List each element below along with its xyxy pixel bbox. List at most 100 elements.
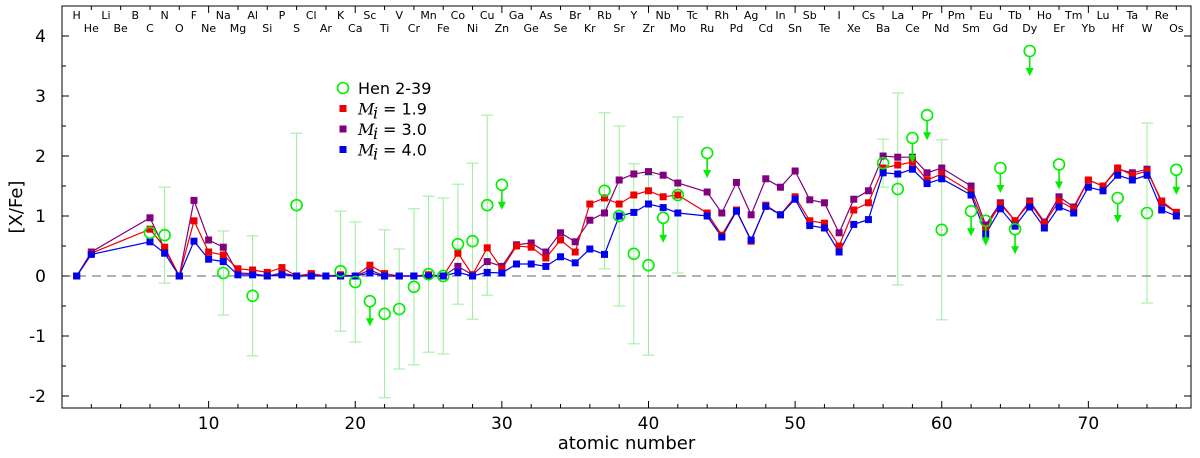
point-m30-z57	[894, 153, 902, 161]
upper-limit-arrow-head-44	[703, 170, 712, 178]
element-label-z61: Pm	[948, 9, 965, 22]
element-label-z16: S	[293, 22, 300, 35]
x-tick-label: 50	[784, 414, 806, 434]
element-label-z74: W	[1142, 22, 1153, 35]
point-m30-z54	[850, 195, 858, 203]
element-label-z32: Ge	[524, 22, 540, 35]
observation-marker-6	[143, 226, 157, 240]
point-m19-z74	[1143, 167, 1151, 175]
point-m19-z72	[1114, 164, 1122, 172]
element-label-z63: Eu	[979, 9, 993, 22]
element-label-z42: Mo	[670, 22, 686, 35]
point-m19-z75	[1158, 197, 1166, 205]
point-m40-z56	[879, 169, 887, 177]
element-label-z58: Ce	[905, 22, 920, 35]
point-m40-z26	[439, 272, 447, 280]
element-label-z19: K	[337, 9, 345, 22]
y-tick-label: 4	[35, 27, 46, 47]
point-m40-z31	[513, 260, 521, 268]
point-m40-z62	[967, 191, 975, 199]
element-label-z14: Si	[262, 22, 272, 35]
observation-marker-22	[378, 307, 391, 321]
element-label-z1: H	[73, 9, 81, 22]
point-m40-z13	[249, 271, 257, 279]
element-label-z3: Li	[101, 9, 110, 22]
element-label-z55: Cs	[862, 9, 876, 22]
point-m30-z33	[542, 248, 550, 256]
point-m40-z45	[718, 233, 726, 241]
element-label-z9: F	[191, 9, 197, 22]
point-m40-z68	[1055, 203, 1063, 211]
point-m40-z27	[454, 268, 462, 276]
point-m30-z34	[557, 229, 565, 237]
legend-marker-m19	[339, 105, 347, 112]
element-label-z43: Tc	[686, 9, 698, 22]
observation-marker-28	[466, 234, 479, 248]
observation-marker-23	[392, 302, 406, 316]
point-m40-z72	[1114, 171, 1122, 179]
observation-marker-21	[363, 294, 377, 308]
point-m40-z44	[703, 212, 711, 220]
point-m19-z12	[234, 265, 242, 273]
element-label-z68: Er	[1053, 22, 1065, 35]
point-m40-z1	[73, 272, 81, 280]
point-m40-z38	[615, 212, 623, 220]
element-labels-layer: H Li B N F Na Al P Cl K Sc V Mn Co Cu Ga As Br Rb Y Nb Tc Rh Ag…	[73, 9, 1184, 35]
point-m19-z9	[190, 217, 198, 225]
observation-marker-27	[451, 237, 465, 251]
series-line-m40	[76, 168, 1177, 278]
point-m30-z59	[923, 169, 931, 177]
point-m19-z6	[146, 225, 154, 233]
point-m40-z40	[644, 200, 652, 208]
point-m30-z36	[586, 216, 594, 224]
point-m19-z71	[1099, 182, 1107, 190]
upper-limit-arrow-head-63	[981, 237, 990, 246]
point-m19-z31	[513, 242, 521, 250]
upper-limit-arrow-head-41	[659, 234, 668, 243]
point-m19-z15	[278, 264, 286, 272]
point-m19-z54	[850, 206, 858, 214]
point-m30-z9	[190, 196, 198, 204]
element-label-z52: Te	[818, 22, 831, 35]
element-label-z21: Sc	[363, 9, 376, 22]
point-m40-z66	[1026, 203, 1034, 211]
point-m19-z13	[249, 266, 257, 274]
point-m40-z58	[908, 165, 916, 173]
point-m40-z37	[601, 250, 609, 258]
observation-marker-58	[906, 131, 919, 145]
point-m40-z34	[557, 253, 565, 261]
point-m19-z34	[557, 236, 565, 244]
point-m30-z41	[659, 171, 667, 179]
point-m40-z53	[835, 248, 843, 256]
element-label-z71: Lu	[1097, 9, 1110, 22]
element-label-z15: P	[279, 9, 286, 22]
element-label-z48: Cd	[758, 22, 773, 35]
error-bars-layer	[158, 92, 1154, 399]
point-m30-z47	[747, 211, 755, 219]
element-label-z34: Se	[554, 22, 568, 35]
legend-label-m40: = 4.0	[383, 141, 427, 160]
observation-marker-56	[876, 156, 890, 170]
element-label-z62: Sm	[962, 22, 980, 35]
observation-marker-41	[656, 211, 670, 225]
legend-label-m30: = 3.0	[383, 120, 427, 139]
point-m19-z27	[454, 249, 462, 257]
y-tick-label: 1	[35, 207, 46, 227]
point-m40-z2	[87, 250, 95, 258]
observation-marker-66	[1023, 44, 1037, 58]
observation-marker-65	[1008, 222, 1022, 236]
point-m40-z10	[205, 255, 213, 263]
point-m40-z51	[806, 222, 814, 230]
element-label-z30: Zn	[495, 22, 510, 35]
element-label-z72: Hf	[1112, 22, 1125, 35]
element-label-z26: Fe	[437, 22, 450, 35]
upper-limit-arrow-head-59	[923, 132, 932, 141]
point-m30-z44	[703, 188, 711, 196]
element-label-z6: C	[146, 22, 154, 35]
element-label-z51: Sb	[803, 9, 817, 22]
observation-marker-16	[290, 198, 303, 212]
element-label-z8: O	[175, 22, 184, 35]
point-m40-z42	[674, 209, 682, 217]
point-m30-z42	[674, 179, 682, 187]
